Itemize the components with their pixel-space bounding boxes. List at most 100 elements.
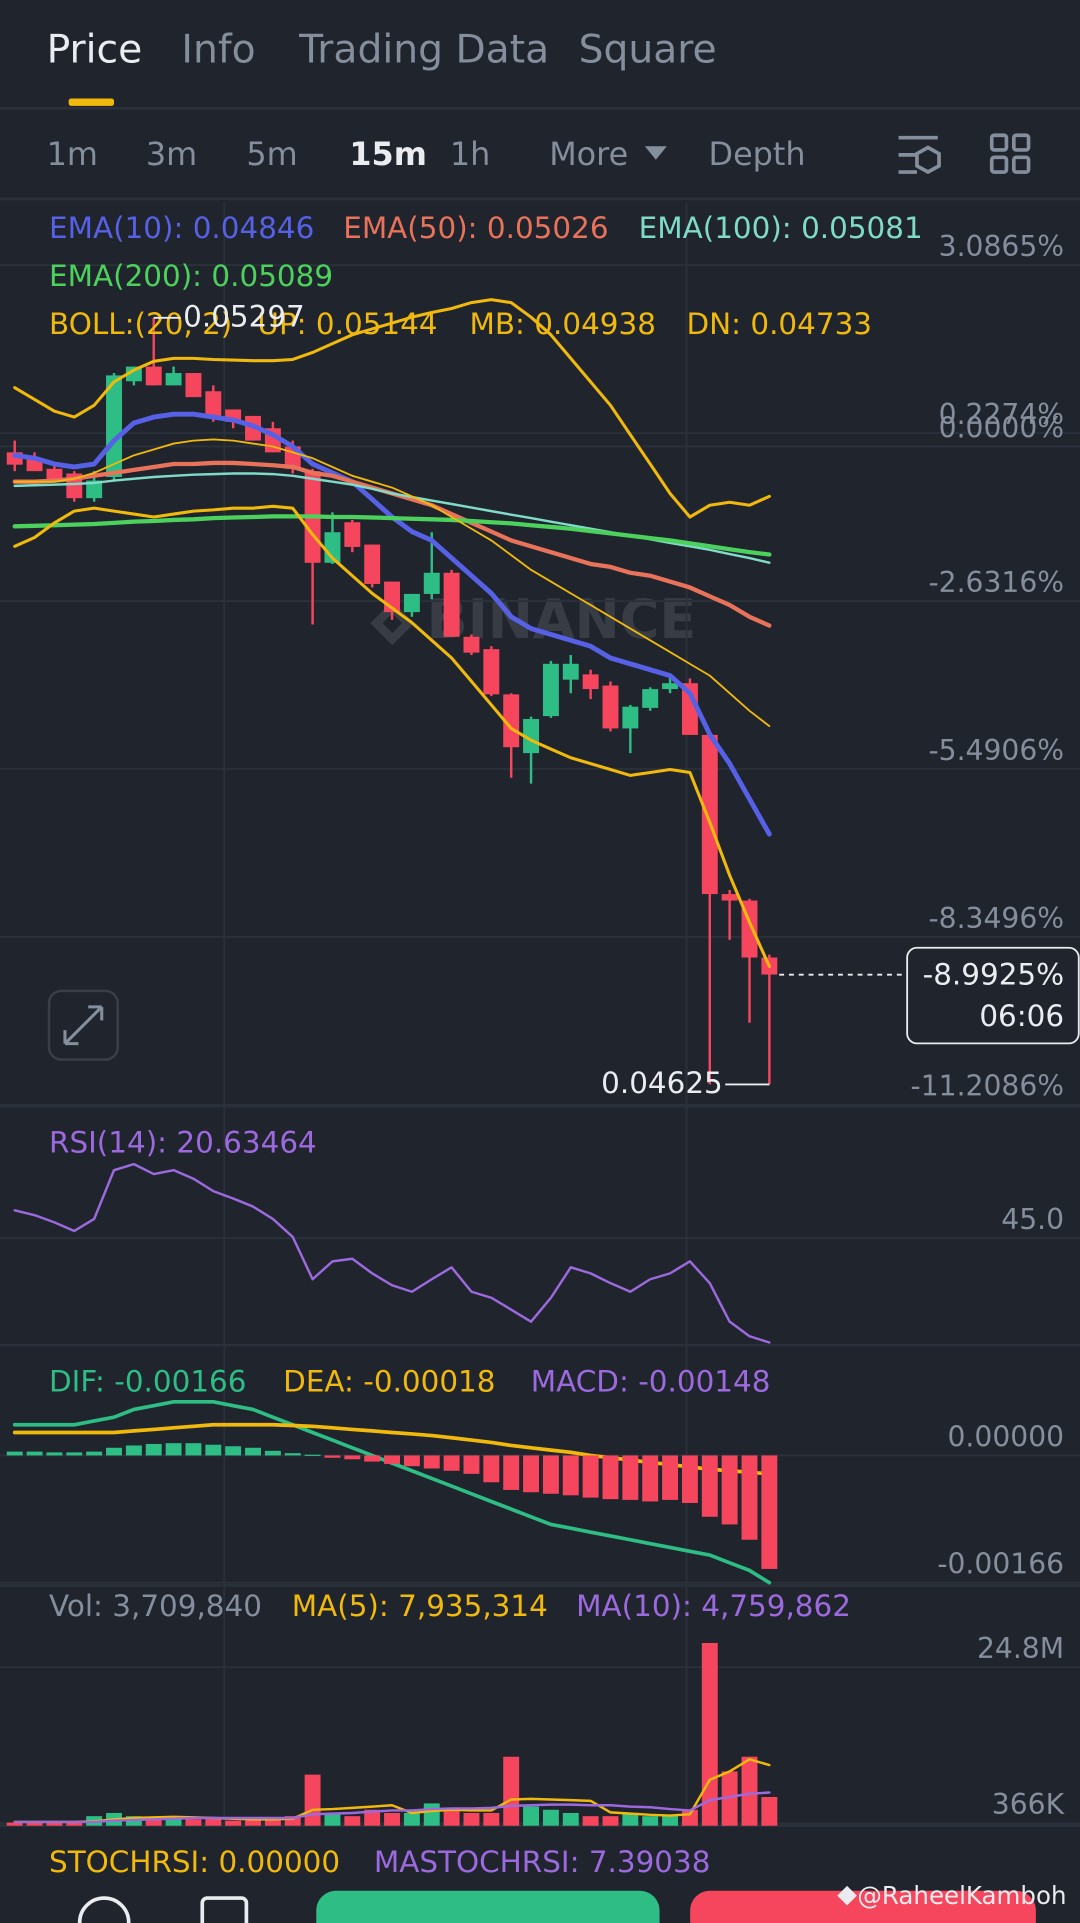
candle-body bbox=[602, 685, 619, 729]
bar bbox=[483, 1812, 500, 1826]
bar bbox=[403, 1455, 420, 1467]
bar bbox=[284, 1816, 301, 1826]
series-line bbox=[13, 1162, 771, 1344]
series-line bbox=[12, 514, 772, 557]
bar bbox=[185, 1819, 202, 1826]
tab[interactable]: Price bbox=[47, 27, 143, 72]
interval[interactable]: 1m bbox=[47, 135, 98, 173]
interval[interactable]: 15m bbox=[349, 135, 427, 173]
tab-indicator bbox=[68, 98, 115, 106]
candle-body bbox=[185, 373, 202, 398]
y-tick-label: 24.8M bbox=[977, 1632, 1064, 1665]
bar bbox=[344, 1816, 361, 1826]
bar bbox=[761, 1455, 778, 1569]
candle-body bbox=[364, 544, 381, 584]
legend-entry: MA(5): 7,935,314 bbox=[292, 1589, 548, 1623]
bar bbox=[46, 1822, 63, 1826]
layout-icon[interactable] bbox=[989, 133, 1031, 174]
bar bbox=[403, 1812, 420, 1826]
indicator-settings-icon[interactable] bbox=[898, 135, 941, 175]
legend-entry: UP: 0.05144 bbox=[257, 307, 437, 341]
tab[interactable]: Trading Data bbox=[298, 27, 549, 72]
legend-entry: MB: 0.04938 bbox=[470, 307, 656, 341]
candle-body bbox=[701, 734, 718, 895]
y-tick-label: 366K bbox=[992, 1788, 1066, 1821]
series-line bbox=[13, 298, 771, 519]
bar bbox=[443, 1455, 460, 1471]
buy-button[interactable] bbox=[316, 1890, 660, 1923]
bar bbox=[602, 1816, 619, 1826]
legend-entry: DN: 0.04733 bbox=[686, 307, 872, 341]
interval[interactable]: 3m bbox=[146, 135, 197, 173]
bar bbox=[642, 1816, 659, 1826]
bar bbox=[503, 1756, 520, 1826]
series-line bbox=[13, 1791, 771, 1824]
tab-bar: Price Info Trading Data Square bbox=[0, 27, 1080, 110]
stochrsi-label: STOCHRSI: 0.00000 bbox=[49, 1845, 340, 1879]
tab[interactable]: Info bbox=[181, 27, 255, 72]
bar bbox=[443, 1809, 460, 1826]
candle-body bbox=[165, 373, 182, 386]
bar bbox=[463, 1455, 480, 1474]
bar bbox=[562, 1812, 579, 1826]
countdown: 06:06 bbox=[979, 999, 1064, 1033]
y-tick-label: -0.00166 bbox=[937, 1548, 1064, 1581]
y-tick-label: -2.6316% bbox=[928, 566, 1064, 599]
bar bbox=[304, 1774, 321, 1826]
candle-body bbox=[145, 366, 162, 386]
bar bbox=[145, 1443, 162, 1456]
bar bbox=[106, 1447, 122, 1456]
y-tick-label: 45.0 bbox=[1001, 1203, 1064, 1236]
legend-entry: EMA(50): 0.05026 bbox=[343, 211, 608, 245]
candle-body bbox=[205, 391, 222, 416]
bar bbox=[245, 1447, 261, 1456]
bar bbox=[622, 1455, 639, 1500]
sell-button[interactable] bbox=[690, 1890, 1036, 1923]
candle-body bbox=[86, 480, 103, 499]
interval[interactable]: 1h bbox=[450, 135, 490, 173]
candle-body bbox=[423, 572, 440, 594]
dropdown-arrow bbox=[644, 146, 667, 160]
candle-body bbox=[622, 706, 639, 729]
bar bbox=[741, 1756, 758, 1826]
bar bbox=[86, 1451, 103, 1456]
y-tick-label: 0.2274% bbox=[939, 398, 1064, 431]
bar bbox=[582, 1455, 599, 1498]
bar bbox=[503, 1455, 520, 1490]
bar bbox=[662, 1455, 679, 1500]
ticks bbox=[0, 264, 1080, 1106]
expand-button[interactable] bbox=[47, 989, 119, 1061]
legend-entry: RSI(14): 20.63464 bbox=[49, 1126, 317, 1160]
legend-entry: DIF: -0.00166 bbox=[49, 1365, 246, 1399]
candle-body bbox=[562, 663, 579, 680]
tab[interactable]: Square bbox=[579, 27, 717, 72]
more-button[interactable]: More bbox=[549, 135, 628, 173]
bar bbox=[542, 1455, 559, 1494]
series-line bbox=[13, 438, 771, 728]
bar bbox=[205, 1444, 222, 1456]
y-tick-label: 0.00000 bbox=[948, 1420, 1065, 1453]
bar bbox=[125, 1445, 142, 1456]
candle-body bbox=[721, 894, 738, 901]
interval[interactable]: 5m bbox=[246, 135, 297, 173]
bar bbox=[225, 1446, 242, 1456]
credit-icon bbox=[837, 1885, 857, 1906]
bar bbox=[662, 1816, 679, 1826]
bar bbox=[384, 1812, 401, 1826]
depth-button[interactable]: Depth bbox=[709, 135, 806, 173]
bar bbox=[364, 1455, 381, 1462]
y-tick-label: -11.2086% bbox=[911, 1070, 1065, 1103]
candle-body bbox=[503, 694, 520, 748]
bar bbox=[284, 1453, 301, 1456]
orders-icon[interactable] bbox=[200, 1896, 249, 1923]
bar bbox=[701, 1642, 718, 1826]
candle-body bbox=[642, 689, 659, 708]
candle-body bbox=[106, 375, 122, 478]
bar bbox=[681, 1455, 698, 1503]
bar bbox=[205, 1818, 222, 1826]
bar bbox=[165, 1819, 182, 1826]
candle-body bbox=[483, 649, 500, 695]
candle-body bbox=[582, 674, 599, 690]
